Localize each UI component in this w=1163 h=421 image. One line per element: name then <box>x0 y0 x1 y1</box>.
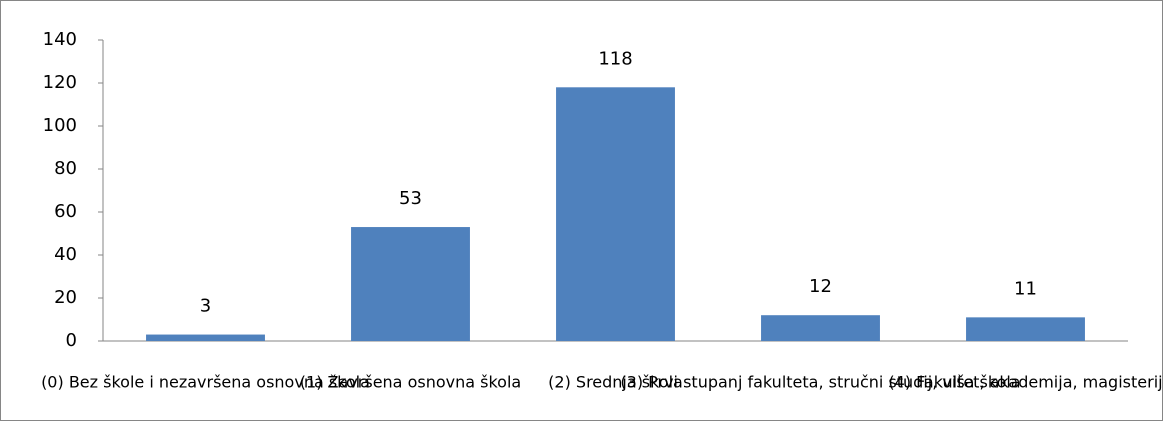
x-tick-label: (2) Srednja škola <box>548 373 683 392</box>
bar <box>966 317 1085 341</box>
y-tick-label: 80 <box>54 158 77 179</box>
data-label: 118 <box>598 48 632 69</box>
data-label: 11 <box>1014 278 1037 299</box>
y-tick-label: 120 <box>43 72 77 93</box>
x-tick-label: (0) Bez škole i nezavršena osnovna škola <box>41 373 370 392</box>
data-label: 12 <box>809 276 832 297</box>
bar <box>556 87 675 341</box>
data-label: 3 <box>200 296 211 317</box>
data-label: 53 <box>399 188 422 209</box>
y-tick-label: 140 <box>43 29 77 50</box>
y-tick-label: 20 <box>54 287 77 308</box>
x-tick-label: (4) Fakultet, akademija, magisterij <box>888 373 1162 392</box>
y-tick-label: 60 <box>54 201 77 222</box>
bar <box>761 315 880 341</box>
y-tick-label: 100 <box>43 115 77 136</box>
y-tick-label: 40 <box>54 244 77 265</box>
bar <box>146 334 265 341</box>
bar <box>351 227 470 341</box>
y-tick-label: 0 <box>66 330 77 351</box>
x-tick-label: (3) Prvi stupanj fakulteta, stručni stud… <box>620 373 1020 392</box>
x-tick-label: (1) Završena osnovna škola <box>300 373 521 392</box>
